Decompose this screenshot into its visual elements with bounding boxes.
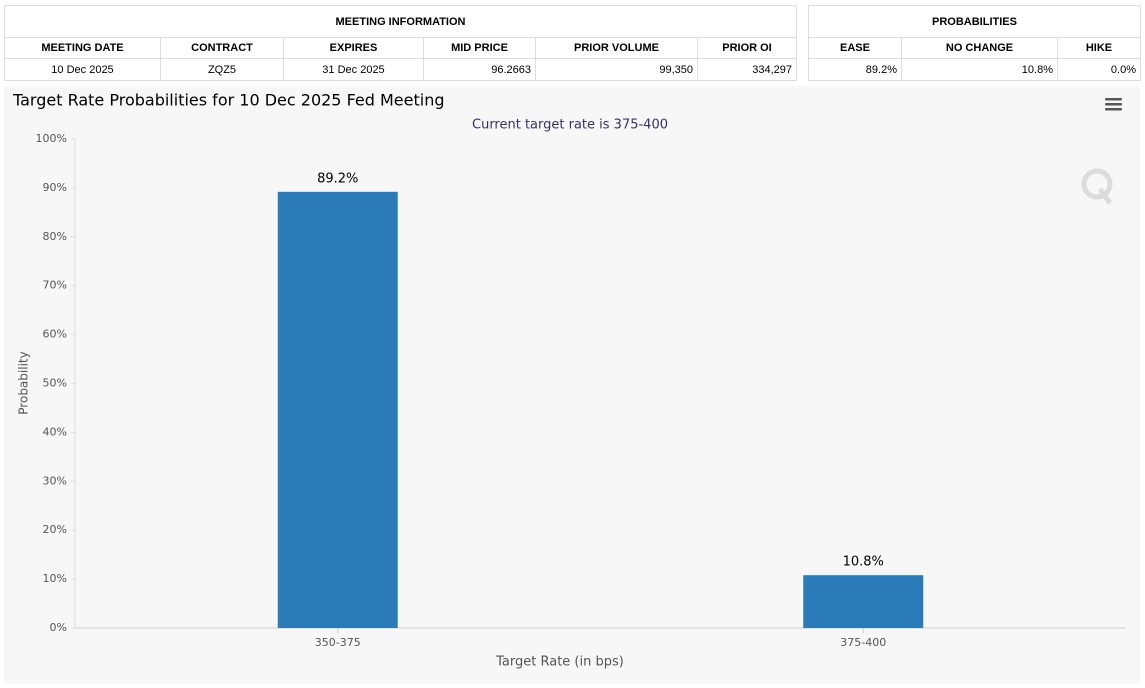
table-cell: MID PRICE — [423, 37, 536, 59]
table-cell: EASE — [808, 37, 902, 59]
table-cell: 10 Dec 2025 — [4, 58, 161, 81]
table-cell: MEETING INFORMATION — [4, 5, 797, 38]
chart-subtitle: Current target rate is 375-400 — [472, 118, 668, 133]
table-cell: PROBABILITIES — [808, 5, 1141, 38]
y-tick-label: 20% — [43, 523, 67, 536]
watermark — [1081, 168, 1113, 205]
title-row: MEETING INFORMATION — [4, 5, 797, 38]
y-tick-label: 80% — [43, 230, 67, 243]
meeting-table: MEETING INFORMATION MEETING DATE CONTRACT E… — [4, 5, 797, 81]
y-axis-label: Probability — [17, 351, 31, 414]
y-tick-label: 100% — [36, 132, 67, 145]
table-cell: 99,350 — [535, 58, 698, 81]
y-tick-label: 90% — [43, 181, 67, 194]
table-cell: PRIOR VOLUME — [535, 37, 698, 59]
table-cell: 10.8% — [901, 58, 1058, 81]
header-row: EASE NO CHANGE HIKE — [808, 37, 1141, 59]
x-tick-label: 350-375 — [315, 636, 361, 649]
data-label: 10.8% — [843, 555, 884, 570]
data-label: 89.2% — [317, 171, 358, 186]
table-cell: 96.2663 — [423, 58, 536, 81]
probabilities-table: PROBABILITIES EASE NO CHANGE HIKE 89.2% 10.8%… — [808, 5, 1141, 81]
y-tick-label: 0% — [50, 621, 67, 634]
table-cell: HIKE — [1057, 37, 1141, 59]
y-tick-label: 30% — [43, 474, 67, 487]
y-tick-label: 60% — [43, 328, 67, 341]
data-row: 89.2% 10.8% 0.0% — [808, 58, 1141, 81]
table-cell: MEETING DATE — [4, 37, 161, 59]
y-tick-label: 70% — [43, 279, 67, 292]
y-tick-label: 50% — [43, 377, 67, 390]
chart: Target Rate Probabilities for 10 Dec 202… — [4, 86, 1140, 684]
header-row: MEETING DATE CONTRACT EXPIRES MID PRICE PRIO… — [4, 37, 797, 59]
chart-title: Target Rate Probabilities for 10 Dec 202… — [12, 91, 444, 110]
table-cell: 89.2% — [808, 58, 902, 81]
bar — [803, 575, 924, 628]
table-cell: EXPIRES — [283, 37, 424, 59]
table-cell: CONTRACT — [160, 37, 284, 59]
y-tick-label: 40% — [43, 425, 67, 438]
table-cell: ZQZ5 — [160, 58, 284, 81]
title-row: PROBABILITIES — [808, 5, 1141, 38]
menu-button[interactable] — [1105, 98, 1122, 111]
y-tick-label: 10% — [43, 572, 67, 585]
table-cell: 334,297 — [697, 58, 797, 81]
table-cell: 31 Dec 2025 — [283, 58, 424, 81]
table-cell: 0.0% — [1057, 58, 1141, 81]
x-tick-label: 375-400 — [840, 636, 886, 649]
data-row: 10 Dec 2025 ZQZ5 31 Dec 2025 96.2663 99,350 3… — [4, 58, 797, 81]
table-cell: NO CHANGE — [901, 37, 1058, 59]
bar — [277, 191, 398, 628]
table-cell: PRIOR OI — [697, 37, 797, 59]
x-axis-label: Target Rate (in bps) — [495, 655, 624, 670]
